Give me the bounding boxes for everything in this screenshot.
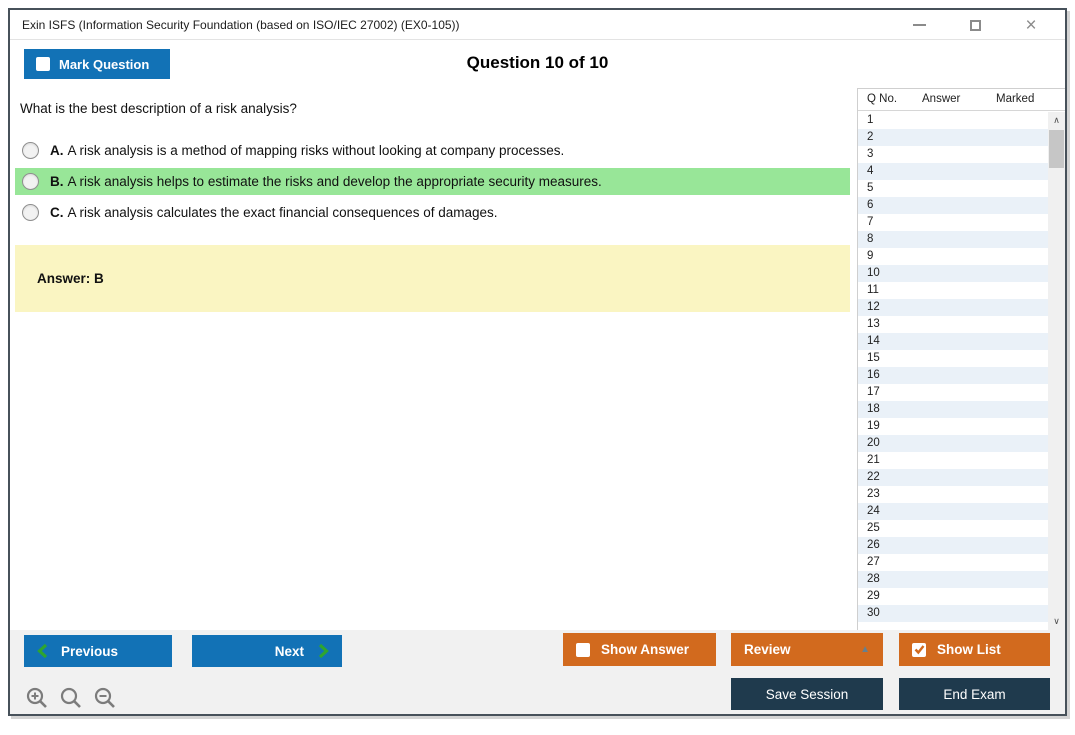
question-list-row[interactable]: 18	[858, 401, 1048, 418]
end-exam-button[interactable]: End Exam	[899, 678, 1050, 710]
question-list-row[interactable]: 22	[858, 469, 1048, 486]
option-a[interactable]: A. A risk analysis is a method of mapping…	[15, 137, 850, 164]
checkbox-icon	[576, 642, 590, 657]
question-list-row[interactable]: 13	[867, 318, 880, 330]
question-list-rows: 1 2 3 4 5 6 7 8 9 10 11 12 13 14 15 16 17 18 19 20 21 22 23 24 2…	[858, 112, 1048, 630]
titlebar: Exin ISFS (Information Security Foundati…	[10, 10, 1065, 40]
question-list-row[interactable]: 20	[858, 435, 1048, 452]
option-a-label: A. A risk analysis is a method of mapping…	[50, 143, 565, 158]
question-list-row[interactable]: 30	[858, 605, 1048, 622]
zoom-reset-icon[interactable]	[59, 686, 84, 712]
previous-button[interactable]: Previous	[24, 635, 172, 667]
review-label: Review	[744, 642, 791, 657]
window-title: Exin ISFS (Information Security Foundati…	[22, 18, 460, 32]
zoom-controls	[25, 686, 118, 712]
footer-bar: Previous Next Show Answer Review ▲ S	[10, 630, 1065, 714]
question-list-row[interactable]: 9	[867, 250, 874, 262]
question-list-row[interactable]: 7	[867, 216, 874, 228]
mark-question-label: Mark Question	[59, 56, 150, 72]
content-area: What is the best description of a risk a…	[10, 88, 1065, 630]
show-answer-button[interactable]: Show Answer	[563, 633, 716, 666]
checkbox-checked-icon	[912, 642, 926, 657]
close-button[interactable]: ×	[1003, 10, 1059, 40]
question-list-row[interactable]: 5	[867, 182, 874, 194]
question-pane: What is the best description of a risk a…	[10, 88, 857, 630]
maximize-icon	[969, 19, 981, 31]
scrollbar-thumb[interactable]	[1049, 130, 1064, 168]
show-list-button[interactable]: Show List	[899, 633, 1050, 666]
app-window: Exin ISFS (Information Security Foundati…	[8, 8, 1067, 716]
review-button[interactable]: Review ▲	[731, 633, 883, 666]
option-b-label: B. A risk analysis helps to estimate the …	[50, 174, 602, 189]
show-answer-label: Show Answer	[601, 642, 690, 657]
column-header-answer: Answer	[922, 93, 961, 105]
question-text: What is the best description of a risk a…	[20, 101, 297, 116]
chevron-right-icon	[318, 643, 329, 659]
scroll-down-icon[interactable]: ∨	[1053, 616, 1060, 626]
question-list-row[interactable]: 28	[858, 571, 1048, 588]
checkbox-icon	[36, 57, 50, 71]
radio-button-icon[interactable]	[22, 204, 39, 221]
end-exam-label: End Exam	[943, 686, 1006, 702]
radio-button-icon[interactable]	[22, 142, 39, 159]
save-session-label: Save Session	[765, 686, 849, 702]
question-list-row[interactable]: 8	[858, 231, 1048, 248]
question-list-row[interactable]: 6	[858, 197, 1048, 214]
option-b[interactable]: B. A risk analysis helps to estimate the …	[15, 168, 850, 195]
maximize-button[interactable]	[947, 10, 1003, 40]
close-icon: ×	[1025, 14, 1037, 36]
mark-question-button[interactable]: Mark Question	[24, 49, 170, 79]
radio-button-icon[interactable]	[22, 173, 39, 190]
question-list-row[interactable]: 14	[858, 333, 1048, 350]
question-list-row[interactable]: 27	[867, 556, 880, 568]
next-label: Next	[274, 643, 304, 659]
question-list-row[interactable]: 23	[867, 488, 880, 500]
question-list-row[interactable]: 16	[858, 367, 1048, 384]
question-list-row[interactable]: 4	[858, 163, 1048, 180]
options-list: A. A risk analysis is a method of mapping…	[15, 137, 850, 230]
minimize-button[interactable]	[891, 10, 947, 40]
triangle-up-icon: ▲	[860, 644, 870, 655]
save-session-button[interactable]: Save Session	[731, 678, 883, 710]
question-list-header: Q No. Answer Marked	[858, 89, 1065, 111]
answer-label: Answer: B	[37, 271, 104, 286]
question-list-row[interactable]: 26	[858, 537, 1048, 554]
question-list-row[interactable]: 10	[858, 265, 1048, 282]
question-list-row[interactable]: 29	[867, 590, 880, 602]
question-list-row[interactable]: 15	[867, 352, 880, 364]
question-list-scrollbar[interactable]: ∧ ∨	[1048, 112, 1065, 630]
window-controls: ×	[891, 10, 1059, 40]
zoom-in-icon[interactable]	[25, 686, 50, 712]
next-button[interactable]: Next	[192, 635, 342, 667]
question-counter: Question 10 of 10	[466, 53, 609, 72]
header-strip: Mark Question Question 10 of 10	[10, 40, 1065, 88]
question-list-row[interactable]: 3	[867, 148, 874, 160]
chevron-left-icon	[37, 643, 48, 659]
column-header-qno: Q No.	[867, 93, 898, 105]
option-c-label: C. A risk analysis calculates the exact f…	[50, 205, 498, 220]
question-list-row[interactable]: 25	[867, 522, 880, 534]
column-header-marked: Marked	[996, 93, 1035, 105]
question-list-row[interactable]: 19	[867, 420, 880, 432]
question-list-row[interactable]: 11	[867, 284, 879, 296]
previous-label: Previous	[61, 643, 119, 659]
minimize-icon	[912, 24, 926, 26]
question-list-row[interactable]: 12	[858, 299, 1048, 316]
scroll-up-icon[interactable]: ∧	[1053, 115, 1060, 125]
question-list-row[interactable]: 2	[858, 129, 1048, 146]
show-list-label: Show List	[937, 642, 1001, 657]
option-c[interactable]: C. A risk analysis calculates the exact f…	[15, 199, 850, 226]
question-list-row[interactable]: 24	[858, 503, 1048, 520]
question-list-row[interactable]: 1	[867, 114, 874, 126]
answer-box: Answer: B	[15, 245, 850, 312]
question-list-row[interactable]: 21	[867, 454, 880, 466]
question-list-panel: Q No. Answer Marked 1 2 3 4 5 6 7 8 9 10 11 12 13 14 1…	[857, 88, 1065, 630]
zoom-out-icon[interactable]	[93, 686, 118, 712]
question-list-row[interactable]: 17	[867, 386, 880, 398]
